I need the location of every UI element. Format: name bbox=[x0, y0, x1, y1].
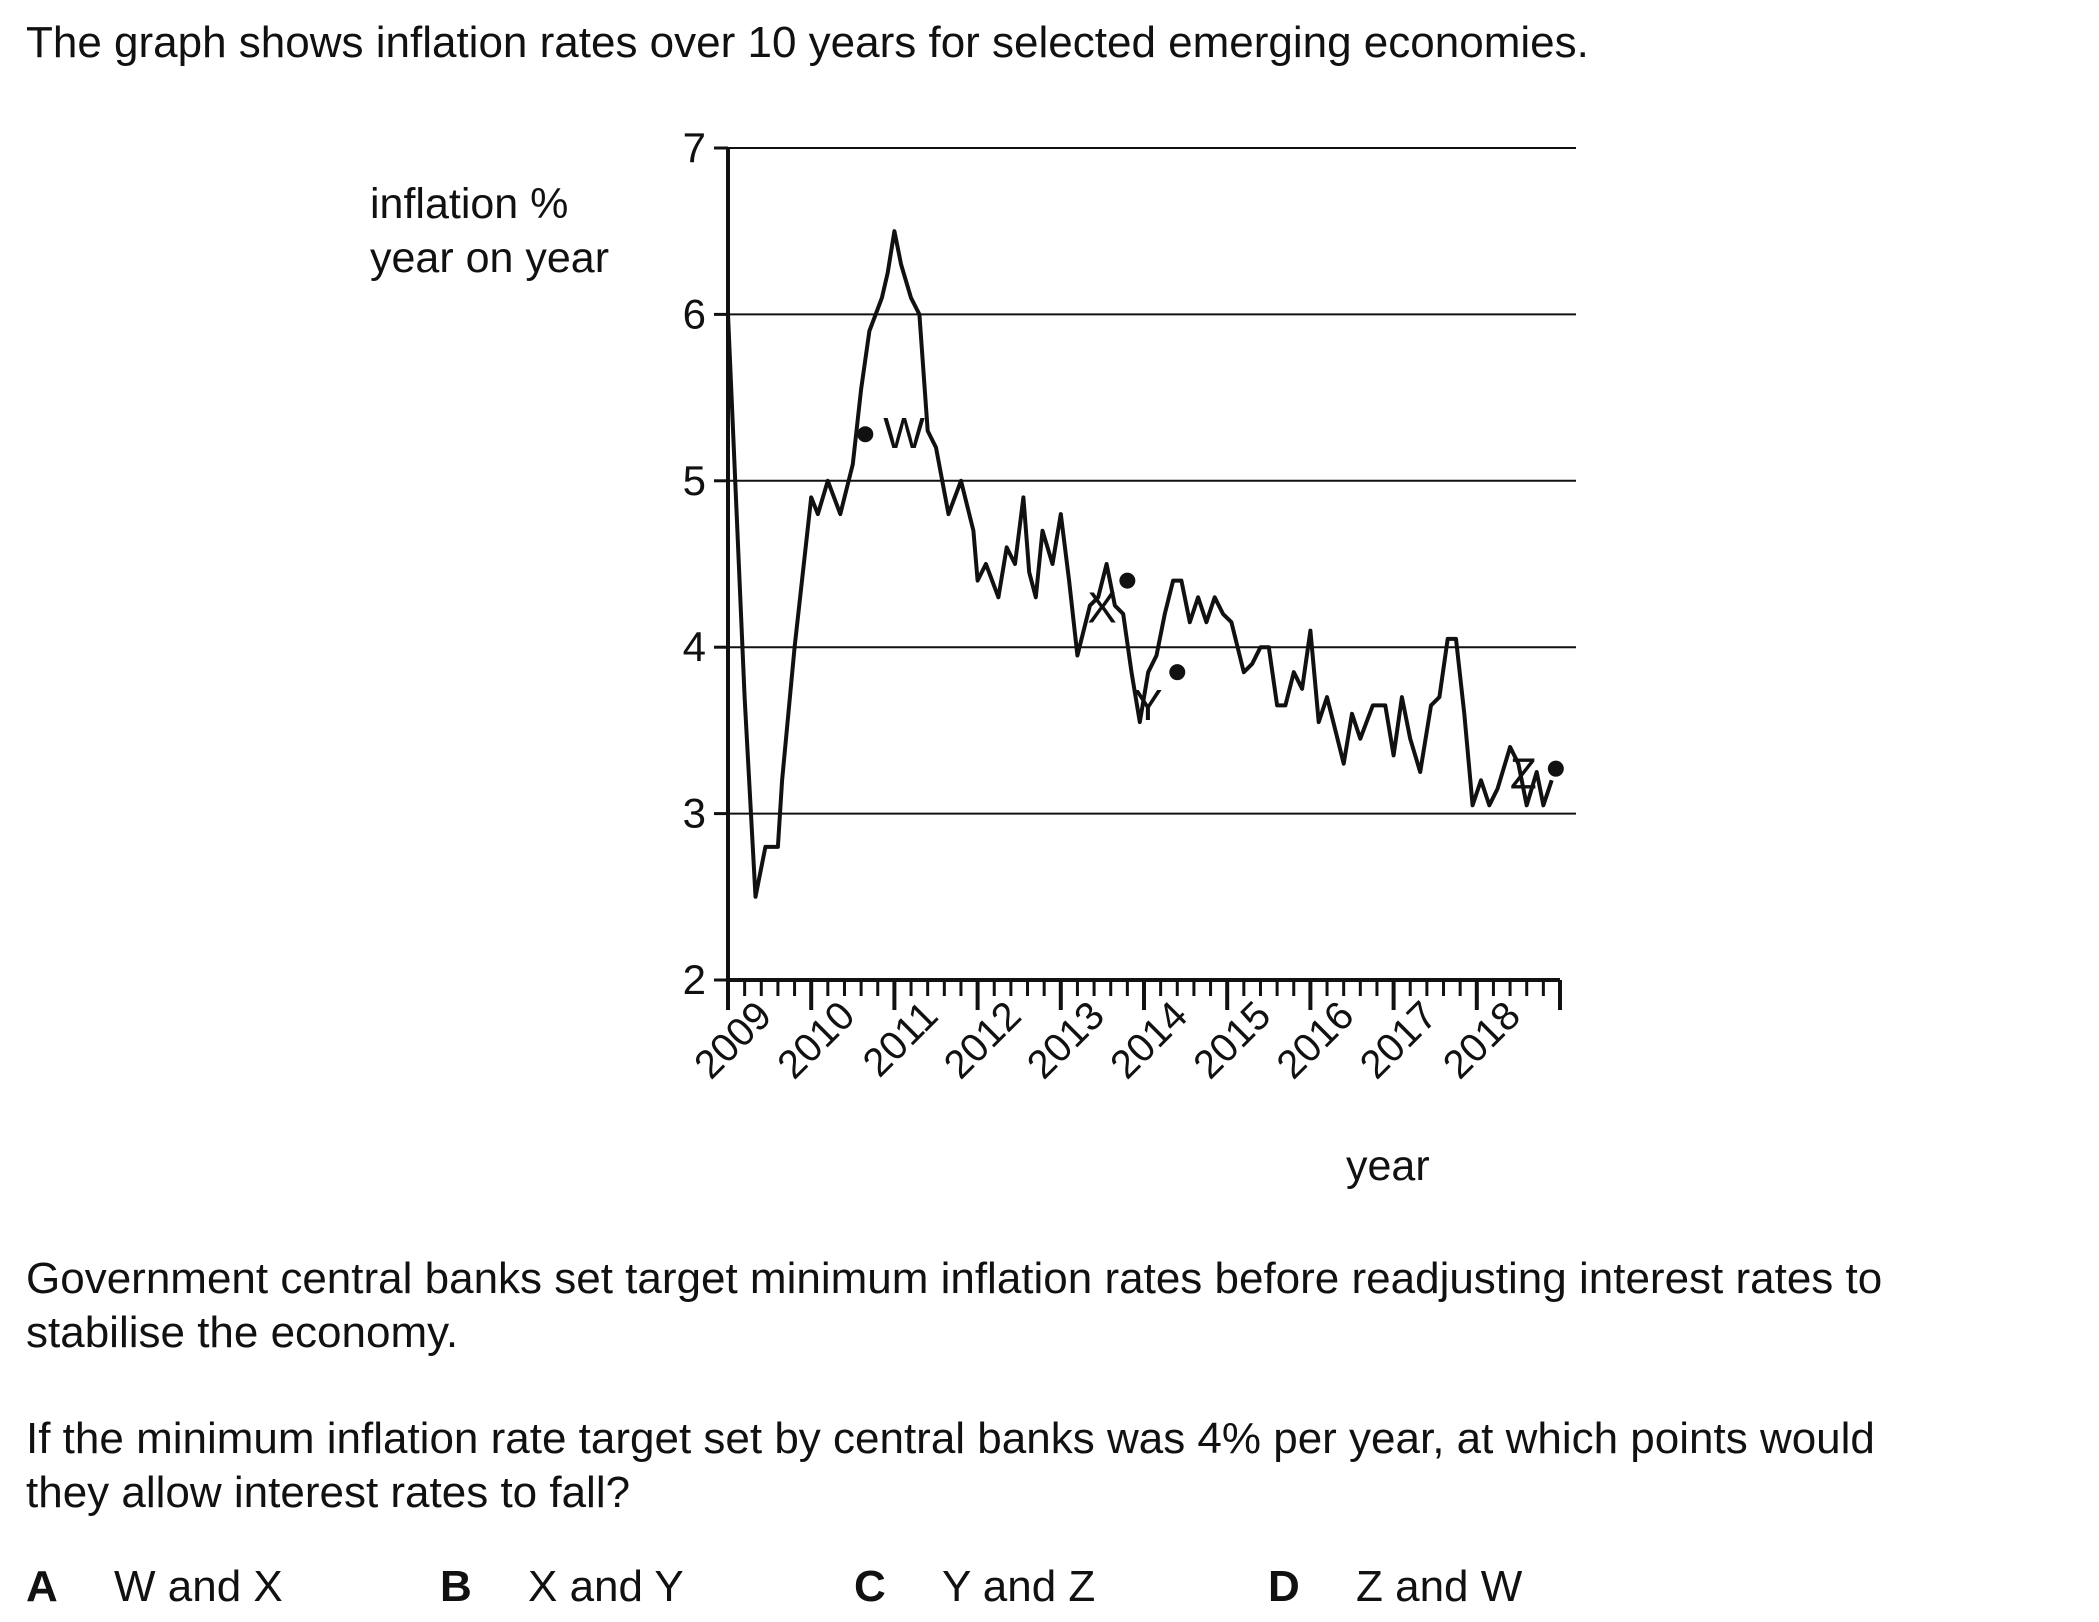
y-tick-label-2: 2 bbox=[683, 956, 706, 1003]
answer-options: A W and X B X and Y C Y and Z D Z and W bbox=[0, 1562, 2099, 1622]
point-marker-y bbox=[1169, 664, 1186, 681]
point-marker-x bbox=[1119, 572, 1136, 589]
x-tick-label-2012: 2012 bbox=[936, 993, 1030, 1087]
y-tick-label-5: 5 bbox=[683, 457, 706, 504]
paragraph-1-line-1: Government central banks set target mini… bbox=[26, 1254, 1883, 1303]
x-tick-label-2010: 2010 bbox=[769, 993, 863, 1087]
y-axis-label-line-2: year on year bbox=[370, 234, 609, 282]
question-intro: The graph shows inflation rates over 10 … bbox=[26, 18, 1589, 67]
option-b-letter: B bbox=[440, 1562, 472, 1611]
option-c-text: Y and Z bbox=[942, 1562, 1096, 1611]
x-tick-label-2015: 2015 bbox=[1185, 993, 1279, 1087]
inflation-series-line bbox=[726, 229, 1554, 899]
paragraph-2-line-1: If the minimum inflation rate target set… bbox=[26, 1414, 1875, 1463]
option-a-text: W and X bbox=[114, 1562, 283, 1611]
question-paragraph-1: Government central banks set target mini… bbox=[26, 1252, 2026, 1360]
y-tick-label-4: 4 bbox=[683, 623, 706, 670]
point-label-y: Y bbox=[1133, 681, 1162, 730]
point-marker-z bbox=[1547, 760, 1564, 777]
gridlines bbox=[728, 147, 1576, 815]
point-label-w: W bbox=[883, 409, 925, 458]
point-label-z: Z bbox=[1510, 750, 1537, 799]
y-tick-label-3: 3 bbox=[683, 790, 706, 837]
paragraph-1-line-2: stabilise the economy. bbox=[26, 1308, 459, 1357]
x-tick-label-2011: 2011 bbox=[855, 993, 947, 1085]
x-tick-label-2016: 2016 bbox=[1268, 993, 1362, 1087]
x-axis-label: year bbox=[1346, 1142, 1430, 1190]
x-tick-label-2018: 2018 bbox=[1435, 993, 1529, 1087]
option-a-letter: A bbox=[26, 1562, 58, 1611]
option-c-letter: C bbox=[854, 1562, 886, 1611]
option-d-letter: D bbox=[1268, 1562, 1300, 1611]
point-marker-w bbox=[857, 426, 874, 443]
question-paragraph-2: If the minimum inflation rate target set… bbox=[26, 1412, 2026, 1520]
axes bbox=[726, 148, 1560, 994]
point-label-x: X bbox=[1087, 584, 1116, 633]
y-axis-label-line-1: inflation % bbox=[370, 180, 568, 228]
y-axis-ticks: 2 3 4 5 6 7 bbox=[683, 124, 728, 1003]
x-tick-label-2009: 2009 bbox=[686, 993, 780, 1087]
y-tick-label-6: 6 bbox=[683, 290, 706, 337]
x-tick-label-2014: 2014 bbox=[1102, 993, 1196, 1087]
paragraph-2-line-2: they allow interest rates to fall? bbox=[26, 1468, 631, 1517]
option-b-text: X and Y bbox=[528, 1562, 684, 1611]
x-tick-label-2017: 2017 bbox=[1352, 993, 1446, 1087]
labelled-points: W XY Z bbox=[857, 409, 1564, 799]
y-tick-label-7: 7 bbox=[683, 124, 706, 171]
option-d-text: Z and W bbox=[1356, 1562, 1523, 1611]
x-tick-label-2013: 2013 bbox=[1019, 993, 1113, 1087]
